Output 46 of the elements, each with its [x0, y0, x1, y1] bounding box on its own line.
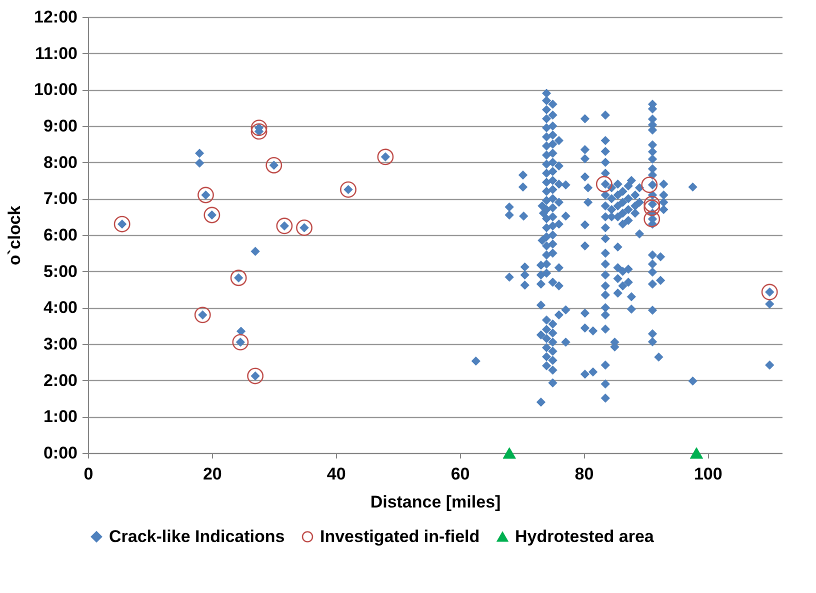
- x-tick-label: 100: [694, 464, 722, 484]
- point: [596, 176, 612, 192]
- y-tick-label: 11:00: [34, 44, 78, 63]
- x-tick-label: 0: [84, 464, 94, 484]
- y-tick-label: 9:00: [43, 116, 78, 136]
- legend-label: Crack-like Indications: [109, 526, 285, 546]
- y-tick-label: 0:00: [43, 444, 78, 462]
- point: [250, 120, 268, 136]
- y-tick-label: 8:00: [43, 152, 78, 172]
- legend-label: Hydrotested area: [515, 526, 654, 546]
- x-axis-title: Distance [miles]: [370, 492, 501, 512]
- y-tick-label: 4:00: [43, 298, 78, 318]
- y-axis-title: o`clock: [5, 205, 24, 266]
- point: [194, 306, 211, 324]
- point: [276, 218, 293, 234]
- x-tick-label: 20: [202, 464, 222, 484]
- point: [690, 447, 704, 459]
- y-tick-label: 1:00: [43, 407, 78, 426]
- y-tick-label: 7:00: [43, 189, 78, 208]
- legend-label: Investigated in-field: [320, 526, 480, 546]
- y-tick-label: 3:00: [43, 334, 78, 354]
- point: [230, 270, 247, 286]
- y-tick-label: 6:00: [43, 226, 78, 244]
- point: [296, 220, 312, 236]
- y-tick-label: 5:00: [43, 262, 78, 281]
- y-tick-label: 10:00: [34, 80, 78, 100]
- x-tick-label: 40: [326, 464, 346, 484]
- y-tick-label: 12:00: [34, 8, 78, 26]
- point: [761, 284, 778, 300]
- point: [340, 181, 356, 198]
- point: [377, 148, 394, 166]
- point: [232, 334, 249, 350]
- x-tick-label: 80: [574, 464, 594, 484]
- point: [641, 176, 658, 194]
- point: [644, 210, 660, 228]
- point: [114, 216, 130, 232]
- point: [204, 206, 220, 224]
- point: [644, 200, 660, 216]
- x-tick-label: 60: [450, 464, 470, 484]
- point: [198, 186, 214, 204]
- point: [644, 196, 660, 212]
- y-tick-label: 2:00: [43, 370, 78, 390]
- point: [502, 447, 516, 459]
- point: [266, 157, 282, 174]
- point: [247, 368, 264, 384]
- point: [250, 123, 268, 140]
